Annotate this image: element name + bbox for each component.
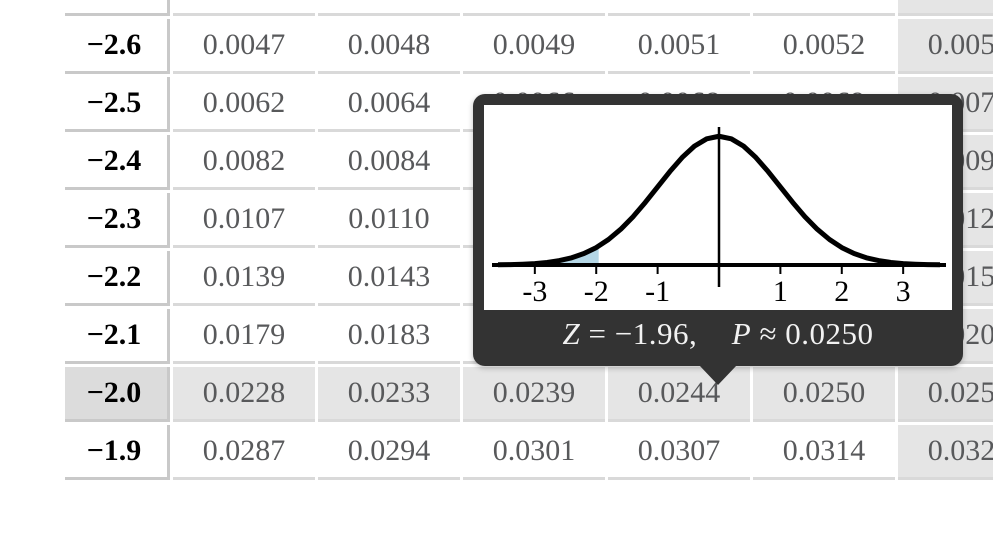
table-cell-probability[interactable]: 0.0256 [898,367,993,422]
row-header-z-value [65,0,170,16]
table-row[interactable]: −1.90.02870.02940.03010.03070.03140.0322… [65,425,993,480]
table-cell-probability[interactable]: 0.0307 [608,425,750,480]
row-header-z-value: −2.1 [65,309,170,364]
chart-tick-label: -3 [522,275,547,308]
normal-distribution-chart: -3 -2 -1 1 2 3 [484,105,952,310]
table-cell-probability[interactable]: 0.0048 [318,19,460,74]
table-cell-probability[interactable]: 0.0107 [173,193,315,248]
table-cell-probability[interactable]: 0.0250 [753,367,895,422]
row-header-z-value: −1.9 [65,425,170,480]
tooltip-p-symbol: P [731,316,752,351]
table-row[interactable]: −2.60.00470.00480.00490.00510.00520.0054… [65,19,993,74]
table-cell-probability[interactable]: 0.0239 [463,367,605,422]
table-cell-probability[interactable]: 0.0062 [173,77,315,132]
table-cell-probability[interactable]: 0.0314 [753,425,895,480]
tooltip-comma: , [689,316,698,351]
table-cell-probability[interactable] [898,0,993,16]
tooltip-approx-sign: ≈ [759,316,777,351]
chart-tick-label: -1 [645,275,670,308]
chart-tick-label: 3 [896,275,911,308]
table-cell-probability[interactable]: 0.0322 [898,425,993,480]
table-cell-probability[interactable] [753,0,895,16]
table-cell-probability[interactable]: 0.0047 [173,19,315,74]
table-cell-probability[interactable]: 0.0179 [173,309,315,364]
table-cell-probability[interactable]: 0.0084 [318,135,460,190]
table-cell-probability[interactable]: 0.0183 [318,309,460,364]
tooltip-p-value: 0.0250 [785,316,874,351]
table-cell-probability[interactable]: 0.0139 [173,251,315,306]
chart-tick-label: 1 [773,275,788,308]
table-cell-probability[interactable]: 0.0052 [753,19,895,74]
chart-density-curve [497,133,941,268]
tooltip-z-symbol: Z [562,316,581,351]
tooltip-arrow [699,365,737,385]
row-header-z-value: −2.6 [65,19,170,74]
table-row[interactable] [65,0,993,16]
table-cell-probability[interactable]: 0.0054 [898,19,993,74]
table-cell-probability[interactable]: 0.0049 [463,19,605,74]
table-cell-probability[interactable]: 0.0301 [463,425,605,480]
chart-tick-label: 2 [834,275,849,308]
table-cell-probability[interactable] [173,0,315,16]
table-cell-probability[interactable] [463,0,605,16]
table-cell-probability[interactable]: 0.0064 [318,77,460,132]
table-cell-probability[interactable]: 0.0287 [173,425,315,480]
table-cell-probability[interactable]: 0.0233 [318,367,460,422]
z-value-tooltip: -3 -2 -1 1 2 3 Z = −1.96, P ≈ 0.0250 [473,94,963,385]
chart-tick-label: -2 [584,275,609,308]
tooltip-z-value: −1.96 [614,316,689,351]
tooltip-caption: Z = −1.96, P ≈ 0.0250 [484,310,952,360]
table-row[interactable]: −2.00.02280.02330.02390.02440.02500.0256… [65,367,993,422]
table-cell-probability[interactable]: 0.0294 [318,425,460,480]
table-cell-probability[interactable]: 0.0143 [318,251,460,306]
table-cell-probability[interactable]: 0.0228 [173,367,315,422]
table-cell-probability[interactable]: 0.0051 [608,19,750,74]
row-header-z-value: −2.4 [65,135,170,190]
chart-tick-labels: -3 -2 -1 1 2 3 [522,275,910,308]
chart-shaded-area [498,246,599,265]
row-header-z-value: −2.0 [65,367,170,422]
table-cell-probability[interactable]: 0.0082 [173,135,315,190]
table-cell-probability[interactable]: 0.0110 [318,193,460,248]
table-cell-probability[interactable] [608,0,750,16]
tooltip-equals-sign: = [588,316,607,351]
row-header-z-value: −2.2 [65,251,170,306]
row-header-z-value: −2.5 [65,77,170,132]
row-header-z-value: −2.3 [65,193,170,248]
table-cell-probability[interactable]: 0.0244 [608,367,750,422]
table-cell-probability[interactable] [318,0,460,16]
